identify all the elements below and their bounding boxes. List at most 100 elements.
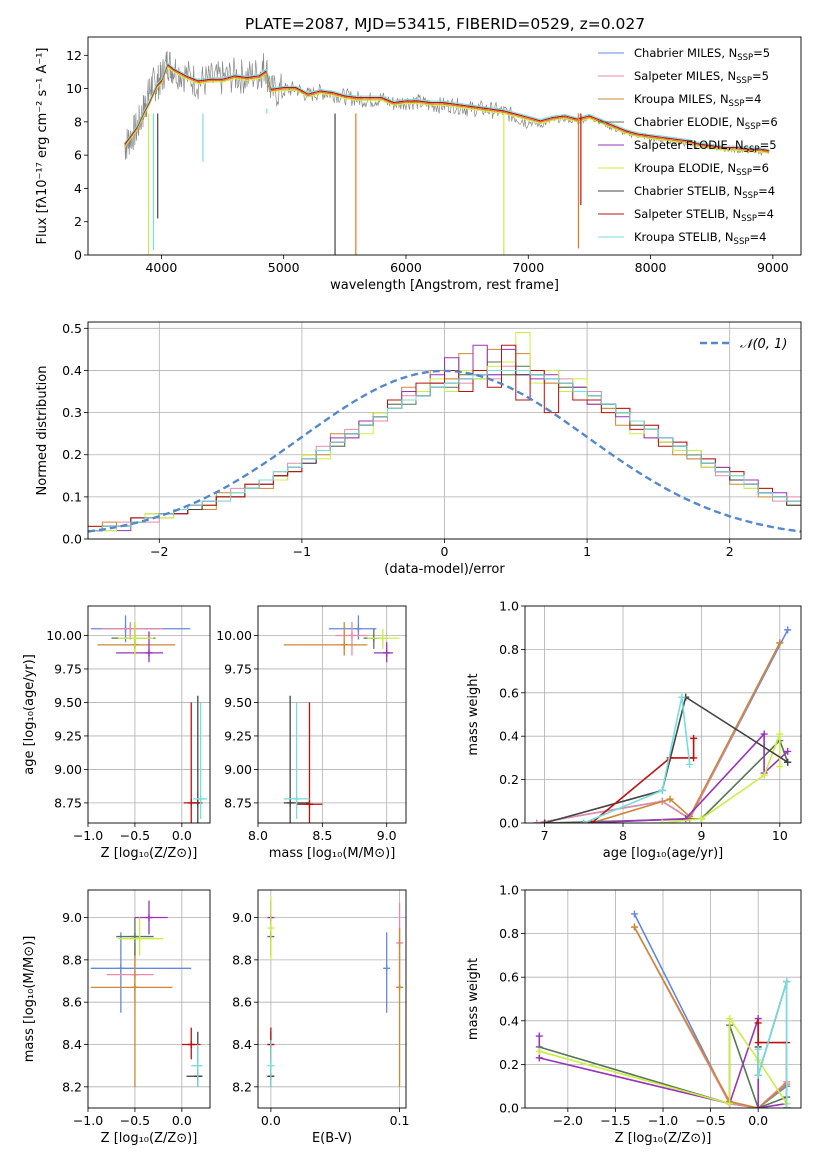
y-tick-label: 9.25 <box>224 728 252 743</box>
legend-value: =4 <box>757 207 774 221</box>
y-tick-label: 0.4 <box>499 729 519 744</box>
data-point <box>383 649 391 657</box>
y-tick-label: 8.4 <box>232 1037 252 1052</box>
axes-frame <box>87 321 802 540</box>
legend-value: =4 <box>744 92 761 106</box>
plot-area <box>267 896 404 1087</box>
weight-point <box>678 693 686 701</box>
y-tick-label: 9.50 <box>54 695 82 710</box>
y-tick-label: 9.00 <box>54 762 82 777</box>
weight-series-line <box>544 739 789 823</box>
gaussian-curve <box>88 369 801 533</box>
plot-area <box>90 900 203 1087</box>
weight-point <box>760 771 768 779</box>
x-tick-label: −1 <box>293 544 311 559</box>
weight-point <box>697 815 705 823</box>
weight-point <box>784 758 792 766</box>
age-vs-mass-panel: 8.0 8.5 9.0 8.75 9.00 9.25 9.50 9.75 10.00 mass [… <box>216 605 407 861</box>
data-point <box>117 964 125 972</box>
weight-series-line <box>583 696 691 823</box>
legend-subscript: SSP <box>745 122 761 132</box>
legend-value: =4 <box>749 230 766 244</box>
weight-point <box>783 978 791 986</box>
data-point <box>379 634 387 642</box>
data-point <box>145 914 153 922</box>
y-tick-label: 8.6 <box>62 995 82 1010</box>
data-point <box>396 983 404 991</box>
axes-frame <box>524 889 802 1109</box>
legend-subscript: SSP <box>736 76 752 86</box>
age-vs-metallicity-panel: −1.0 −0.5 0.0 8.75 9.00 9.25 9.50 9.75 10.00 Z [l… <box>22 605 211 861</box>
x-tick-label: 8000 <box>635 260 667 275</box>
legend-label: Chabrier ELODIE, NSSP=6 <box>634 115 778 132</box>
y-axis-label: mass weight <box>466 958 481 1040</box>
y-tick-label: 9.25 <box>54 728 82 743</box>
x-tick-label: 0.1 <box>390 1113 410 1128</box>
x-tick-label: 4000 <box>145 260 177 275</box>
weight-point <box>535 1047 543 1055</box>
y-tick-label: 0.2 <box>499 1057 519 1072</box>
data-point <box>354 625 362 633</box>
y-axis-label: age [log₁₀(age/yr)] <box>22 654 37 775</box>
weight-point <box>760 730 768 738</box>
x-tick-label: 7000 <box>512 260 544 275</box>
y-tick-label: 4 <box>74 181 82 196</box>
x-axis-label: (data-model)/error <box>384 562 505 577</box>
weight-point <box>588 819 596 823</box>
x-tick-label: −1.0 <box>73 1113 103 1128</box>
weight-point <box>535 1032 543 1040</box>
weight-point <box>784 626 792 634</box>
y-tick-label: 0.8 <box>499 642 519 657</box>
y-axis-label: mass [log₁₀(M/M⊙)] <box>22 936 37 1063</box>
x-tick-label: 5000 <box>268 260 300 275</box>
legend-subscript: SSP <box>729 99 745 109</box>
x-tick-label: −1.0 <box>73 828 103 843</box>
weight-point <box>658 819 666 823</box>
axes-frame <box>257 605 407 824</box>
data-point <box>197 795 205 803</box>
legend-label: Chabrier STELIB, NSSP=4 <box>634 184 775 201</box>
y-tick-label: 9.00 <box>224 762 252 777</box>
x-tick-label: 0.0 <box>172 1113 192 1128</box>
weight-point <box>754 1071 762 1079</box>
y-tick-label: 9.75 <box>224 661 252 676</box>
mass-vs-ebv-panel: 0.0 0.1 8.2 8.4 8.6 8.8 9.0 E(B-V) <box>232 889 410 1146</box>
weight-point <box>754 1104 762 1108</box>
x-axis-label: Z [log₁₀(Z/Z⊙)] <box>101 1131 198 1146</box>
weight-point <box>776 639 784 647</box>
data-point <box>305 800 313 808</box>
y-tick-label: 0.2 <box>499 772 519 787</box>
weight-point <box>658 786 666 794</box>
y-tick-label: 0.4 <box>62 363 82 378</box>
legend-subscript: SSP <box>737 53 753 63</box>
y-tick-label: 0.4 <box>499 1013 519 1028</box>
legend-value: =6 <box>752 161 769 175</box>
x-tick-label: 7 <box>541 828 549 843</box>
x-axis-label: wavelength [Angstrom, rest frame] <box>330 278 559 293</box>
x-axis-label: age [log₁₀(age/yr)] <box>603 846 724 861</box>
weight-point <box>690 734 698 742</box>
weight-point <box>533 819 541 823</box>
weight-point <box>666 795 674 803</box>
plot-area <box>533 626 792 823</box>
legend-value: =5 <box>760 138 777 152</box>
axes-frame <box>87 889 211 1109</box>
y-tick-label: 8.6 <box>232 995 252 1010</box>
legend-subscript: SSP <box>741 214 757 224</box>
weight-series-line <box>662 733 781 823</box>
y-tick-label: 0.5 <box>62 321 82 336</box>
x-tick-label: 8 <box>619 828 627 843</box>
weight-point <box>754 1039 762 1047</box>
data-point <box>267 1062 275 1070</box>
x-tick-label: 9.0 <box>377 828 397 843</box>
y-tick-label: 10.00 <box>216 628 252 643</box>
y-tick-label: 2 <box>74 214 82 229</box>
plot-area <box>124 50 770 255</box>
legend-label: Salpeter ELODIE, NSSP=5 <box>634 138 777 155</box>
weight-point <box>541 819 549 823</box>
y-tick-label: 9.0 <box>232 910 252 925</box>
legend-subscript: SSP <box>744 145 760 155</box>
weight-point <box>686 760 694 768</box>
y-tick-label: 8 <box>74 114 82 129</box>
x-tick-label: 2 <box>726 544 734 559</box>
